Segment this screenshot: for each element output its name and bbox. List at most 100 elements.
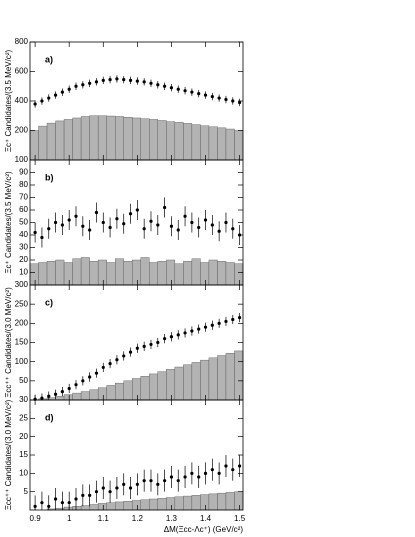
data-point — [231, 227, 235, 231]
data-point — [88, 375, 92, 379]
data-point — [156, 223, 160, 227]
data-point — [217, 321, 221, 325]
y-tick-label: 200 — [15, 126, 29, 135]
background-bar — [217, 261, 227, 286]
background-bar — [97, 503, 107, 511]
data-point — [237, 464, 242, 468]
y-tick-label: 50 — [19, 376, 28, 385]
background-bar — [38, 125, 48, 161]
data-point — [183, 89, 187, 93]
data-point — [53, 93, 58, 97]
background-bar — [114, 501, 124, 511]
background-bar — [225, 492, 235, 511]
background-bar — [200, 494, 210, 511]
data-point — [122, 354, 126, 358]
data-point — [163, 479, 167, 483]
data-point — [176, 333, 180, 337]
background-bar — [72, 392, 82, 401]
data-point — [142, 80, 146, 84]
y-tick-label: 400 — [15, 96, 29, 105]
background-bar — [63, 394, 73, 401]
data-point — [190, 90, 194, 94]
data-point — [81, 83, 85, 87]
data-point — [33, 230, 37, 235]
background-bar — [140, 257, 150, 286]
y-tick-label: 250 — [15, 299, 29, 308]
data-point — [128, 350, 133, 354]
background-bar — [106, 385, 116, 401]
background-bar — [46, 261, 56, 286]
background-bar — [208, 259, 218, 286]
y-tick-label: 100 — [15, 357, 29, 366]
data-point — [67, 386, 71, 391]
background-bar — [149, 373, 158, 401]
data-point — [108, 78, 112, 82]
data-point — [237, 100, 242, 105]
y-axis-label: Ξc⁺ Candidates/(3.5 MeV/c²) — [4, 49, 13, 152]
data-point — [156, 340, 160, 345]
background-bar — [191, 258, 201, 286]
y-tick-label: 10 — [19, 268, 28, 277]
data-point — [237, 315, 242, 320]
data-point — [224, 220, 228, 225]
x-tick-label: 1.3 — [166, 514, 178, 523]
data-point — [231, 99, 235, 103]
data-point — [53, 392, 58, 396]
background-bar — [55, 395, 65, 401]
data-point — [142, 479, 146, 483]
data-point — [203, 471, 208, 475]
panel-frame — [29, 399, 244, 511]
data-point — [115, 358, 119, 362]
data-point — [149, 219, 153, 223]
background-bar — [106, 502, 116, 511]
data-point — [156, 83, 160, 87]
background-bar — [89, 389, 99, 401]
background-bar — [191, 495, 201, 511]
data-point — [197, 92, 201, 96]
background-bar — [157, 261, 167, 286]
data-point — [122, 482, 126, 486]
y-tick-label: 300 — [15, 280, 29, 289]
background-bar — [29, 130, 39, 161]
background-bar — [157, 120, 167, 161]
y-tick-label: 5 — [24, 487, 29, 496]
data-point — [156, 482, 160, 486]
data-point — [94, 490, 99, 494]
data-point — [81, 493, 85, 497]
data-point — [47, 504, 51, 508]
data-point — [108, 225, 112, 230]
background-bar — [174, 122, 184, 161]
data-point — [135, 482, 139, 486]
background-bar — [234, 491, 244, 511]
background-bar — [140, 118, 150, 161]
data-point — [183, 331, 187, 335]
background-bar — [132, 500, 141, 511]
data-point — [135, 346, 139, 350]
background-bar — [123, 261, 133, 286]
data-point — [135, 79, 139, 83]
x-tick-label: 1.5 — [234, 514, 246, 523]
data-point — [217, 96, 221, 100]
data-point — [183, 214, 187, 218]
data-point — [169, 224, 174, 228]
background-bar — [97, 115, 107, 161]
background-bar — [217, 492, 227, 511]
data-point — [122, 78, 126, 82]
data-point — [224, 319, 228, 324]
data-point — [40, 396, 44, 400]
y-tick-label: 50 — [19, 218, 28, 227]
data-point — [115, 486, 119, 490]
data-point — [101, 78, 105, 82]
background-bar — [183, 364, 193, 401]
data-point — [60, 90, 64, 94]
data-point — [197, 225, 201, 230]
data-point — [40, 99, 44, 103]
data-point — [74, 383, 78, 387]
background-bar — [157, 498, 167, 511]
data-point — [81, 379, 85, 383]
data-point — [47, 96, 51, 100]
data-point — [81, 224, 85, 228]
data-point — [101, 220, 105, 225]
